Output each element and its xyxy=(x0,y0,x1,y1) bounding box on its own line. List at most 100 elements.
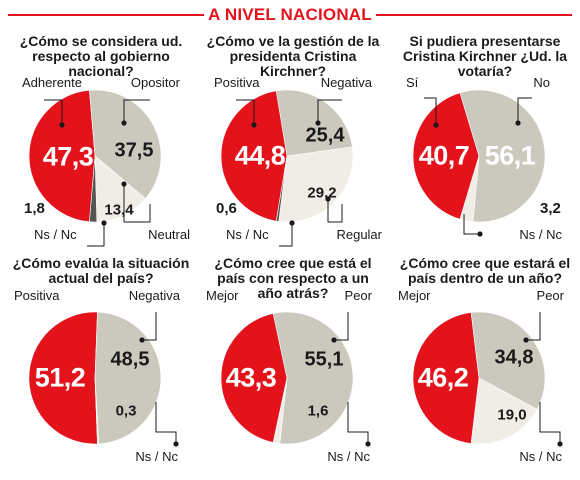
slice-label-ns-nc: Ns / Nc xyxy=(135,449,178,464)
slice-value-mejor: 43,3 xyxy=(225,362,277,393)
page-title: A NIVEL NACIONAL xyxy=(208,5,372,24)
leader-line-ns-nc xyxy=(347,402,369,444)
slice-value-neutral: 13,4 xyxy=(104,201,134,219)
pie-slice-peor xyxy=(470,311,546,410)
pie-slice-negativa xyxy=(275,89,353,157)
leader-dot-opositor xyxy=(121,120,127,126)
pie-svg xyxy=(28,311,179,447)
pie-chart-6: ¿Cómo cree que estará el país dentro de … xyxy=(388,256,578,476)
pie-slice-positiva xyxy=(28,311,98,445)
leader-line-adherente xyxy=(44,99,63,125)
slice-label-opositor: Opositor xyxy=(130,75,180,90)
leader-line-negativa xyxy=(317,99,342,123)
leader-dot-negativa xyxy=(139,337,145,343)
leader-dot-ns-nc xyxy=(173,441,179,447)
pie-slice-adherente xyxy=(28,89,96,223)
pie-slice-ns-nc xyxy=(459,155,480,223)
pie-chart-2: ¿Cómo ve la gestión de la presidenta Cri… xyxy=(196,34,386,254)
leader-line-opositor xyxy=(123,99,150,123)
leader-line-ns-nc xyxy=(87,223,105,247)
leader-line-regular xyxy=(327,199,343,223)
slice-label-peor: Peor xyxy=(344,288,372,303)
pie-svg xyxy=(412,311,563,447)
slice-label-no: No xyxy=(533,75,550,90)
slice-value-peor: 55,1 xyxy=(304,348,344,371)
leader-line-ns-nc xyxy=(279,223,293,247)
leader-dot-regular xyxy=(325,196,331,202)
slice-value-positiva: 44,8 xyxy=(234,140,286,171)
slice-value-ns-nc: 1,6 xyxy=(307,402,329,420)
slice-value-ns-nc: 0,6 xyxy=(216,200,237,217)
pie-slice-no xyxy=(459,89,546,223)
chart-title: Si pudiera presentarse Cristina Kirchner… xyxy=(402,33,568,79)
leader-dot-ns-nc xyxy=(477,231,483,237)
pie-chart-1: ¿Cómo se considera ud. respecto al gobie… xyxy=(4,34,194,254)
leader-line-ns-nc xyxy=(539,402,561,444)
chart-title: ¿Cómo evalúa la situación actual del paí… xyxy=(12,255,190,286)
pie-svg xyxy=(28,89,162,247)
slice-label-ns-nc: Ns / Nc xyxy=(327,449,370,464)
leader-line-si xyxy=(424,97,437,125)
leader-dot-si xyxy=(433,122,439,128)
leader-dot-peor xyxy=(523,337,529,343)
pie-slice-opositor xyxy=(89,89,162,199)
leader-line-negativa xyxy=(142,312,157,341)
pie-slice-peor xyxy=(272,311,354,445)
pie-slice-si xyxy=(412,92,480,220)
slice-label-negativa: Negativa xyxy=(128,288,180,303)
pie-svg xyxy=(220,311,371,447)
slice-label-ns-nc: Ns / Nc xyxy=(34,227,77,242)
pie-slice-mejor xyxy=(412,312,480,444)
slice-label-peor: Peor xyxy=(536,288,564,303)
leader-dot-adherente xyxy=(59,122,65,128)
pie-chart-3: Si pudiera presentarse Cristina Kirchner… xyxy=(388,34,578,254)
slice-value-ns-nc: 0,3 xyxy=(115,402,137,420)
chart-title: ¿Cómo cree que está el país con respecto… xyxy=(214,255,372,301)
slice-value-opositor: 37,5 xyxy=(114,139,154,162)
leader-dot-ns-nc xyxy=(101,220,107,226)
slice-value-si: 40,7 xyxy=(418,140,470,171)
leader-dot-no xyxy=(515,120,521,126)
pie-slice-ns-nc xyxy=(275,155,288,222)
slice-label-neutral: Neutral xyxy=(148,227,190,242)
leader-line-ns-nc xyxy=(463,214,480,235)
slice-value-positiva: 51,2 xyxy=(34,362,86,393)
chart-title: ¿Cómo ve la gestión de la presidenta Cri… xyxy=(206,33,380,79)
slice-label-ns-nc: Ns / Nc xyxy=(519,227,562,242)
slice-value-ns-nc: 1,8 xyxy=(24,200,45,217)
chart-title: ¿Cómo cree que estará el país dentro de … xyxy=(399,255,571,286)
slice-value-ns-nc: 19,0 xyxy=(497,406,527,424)
leader-dot-positiva xyxy=(251,122,257,128)
slice-value-regular: 29,2 xyxy=(307,184,337,202)
leader-line-peor xyxy=(334,312,349,341)
pie-slice-positiva xyxy=(220,90,288,222)
leader-dot-ns-nc xyxy=(557,441,563,447)
slice-value-peor: 34,8 xyxy=(494,346,534,369)
pie-chart-5: ¿Cómo cree que está el país con respecto… xyxy=(196,256,386,476)
slice-value-ns-nc: 3,2 xyxy=(540,200,561,217)
leader-dot-peor xyxy=(331,337,337,343)
chart-title: ¿Cómo se considera ud. respecto al gobie… xyxy=(19,33,183,79)
leader-line-positiva xyxy=(236,99,255,125)
leader-line-neutral xyxy=(123,184,151,223)
slice-label-mejor: Mejor xyxy=(206,288,239,303)
page-header: A NIVEL NACIONAL xyxy=(0,0,580,30)
leader-line-peor xyxy=(526,312,541,341)
pie-svg xyxy=(412,89,546,237)
slice-label-ns-nc: Ns / Nc xyxy=(226,227,269,242)
leader-dot-neutral xyxy=(121,181,127,187)
pie-slice-ns-nc xyxy=(94,377,100,445)
slice-label-mejor: Mejor xyxy=(398,288,431,303)
slice-value-mejor: 46,2 xyxy=(417,362,469,393)
slice-label-ns-nc: Ns / Nc xyxy=(519,449,562,464)
slice-label-adherente: Adherente xyxy=(22,75,82,90)
slice-label-si: Sí xyxy=(406,75,419,90)
slice-value-negativa: 25,4 xyxy=(305,124,345,147)
pie-slice-ns-nc xyxy=(272,377,288,444)
slice-label-negativa: Negativa xyxy=(320,75,372,90)
leader-line-ns-nc xyxy=(155,402,177,444)
slice-label-positiva: Positiva xyxy=(14,288,60,303)
pie-slice-mejor xyxy=(220,313,288,443)
slice-value-negativa: 48,5 xyxy=(110,348,150,371)
pie-svg xyxy=(220,89,354,247)
